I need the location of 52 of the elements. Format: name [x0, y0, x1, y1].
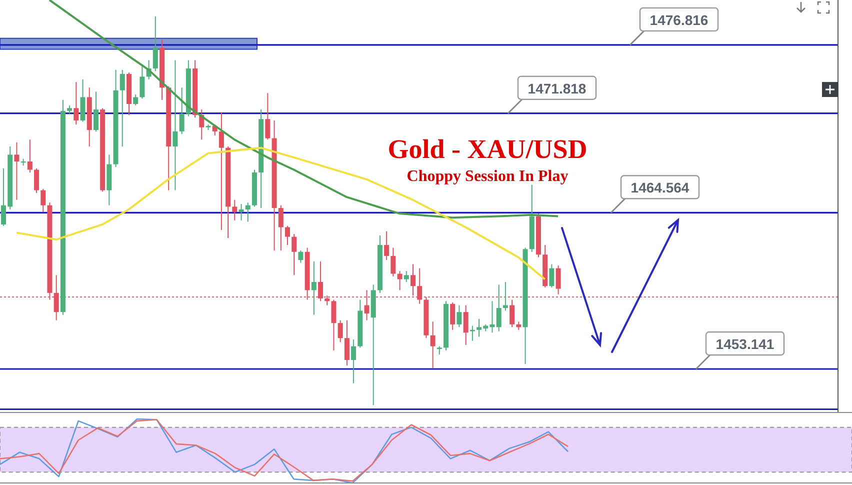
candlestick	[390, 247, 396, 277]
candlestick	[133, 94, 138, 106]
candlestick	[292, 234, 297, 276]
candlestick	[172, 60, 178, 191]
candlestick	[245, 202, 250, 222]
candlestick	[120, 69, 125, 147]
candlestick	[54, 274, 59, 321]
candlestick	[40, 188, 46, 213]
candlestick	[34, 168, 40, 194]
candlestick	[351, 338, 356, 384]
ref-line-label: 1464.564	[630, 180, 690, 196]
candlestick	[27, 139, 32, 173]
candlestick	[218, 112, 224, 230]
candlestick	[238, 203, 244, 221]
candlestick	[556, 265, 561, 295]
candlestick	[502, 281, 508, 312]
candlestick	[450, 302, 456, 330]
candlestick	[232, 199, 238, 221]
candlestick	[140, 64, 145, 100]
candlestick	[74, 82, 79, 126]
candlestick	[14, 142, 20, 200]
candlestick	[338, 320, 343, 343]
candlestick	[384, 230, 390, 261]
ref-line-label: 1453.141	[716, 336, 774, 352]
candlestick	[549, 264, 554, 288]
text: Gold - XAU/USD	[386, 134, 588, 165]
ref-line-label: 1476.816	[650, 12, 708, 28]
candlestick	[93, 91, 98, 132]
candlestick	[456, 304, 462, 328]
candlestick	[404, 270, 409, 282]
candlestick	[285, 225, 290, 246]
candlestick	[364, 290, 370, 321]
candlestick	[179, 87, 184, 135]
candlestick	[496, 284, 502, 332]
text: Choppy Session In Play	[406, 168, 568, 185]
candlestick	[324, 295, 330, 306]
candlestick	[311, 260, 316, 316]
candlestick	[397, 270, 402, 291]
candlestick	[152, 16, 158, 72]
candlestick	[344, 320, 350, 366]
ref-line-label: 1471.818	[528, 80, 586, 96]
candlestick	[410, 264, 416, 296]
candlestick	[463, 304, 468, 346]
candlestick	[510, 299, 515, 328]
candlestick	[318, 260, 324, 302]
candlestick	[278, 204, 284, 251]
candlestick	[417, 268, 422, 304]
candlestick	[331, 299, 336, 351]
candlestick	[298, 250, 304, 264]
candlestick	[80, 78, 86, 122]
candlestick	[430, 321, 436, 369]
candlestick	[265, 92, 270, 140]
